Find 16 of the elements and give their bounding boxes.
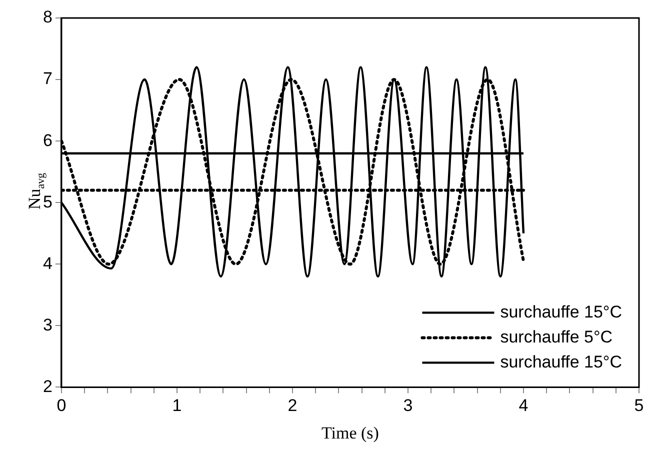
- x-tick-label: 4: [518, 396, 528, 416]
- y-tick-label: 8: [42, 8, 52, 27]
- x-axis-title: Time (s): [321, 423, 379, 442]
- legend-label: surchauffe 15°C: [500, 302, 622, 322]
- x-tick-label: 2: [288, 396, 298, 416]
- y-tick-label: 7: [42, 69, 52, 88]
- x-tick-label: 3: [403, 396, 413, 416]
- y-tick-label: 3: [42, 315, 52, 334]
- x-tick-label: 5: [634, 396, 644, 416]
- legend-label: surchauffe 15°C: [500, 352, 622, 372]
- y-tick-label: 2: [42, 376, 52, 396]
- y-tick-label: 4: [42, 254, 52, 273]
- x-tick-label: 1: [172, 396, 182, 416]
- x-tick-label: 0: [56, 396, 66, 416]
- legend-label: surchauffe 5°C: [500, 327, 613, 346]
- y-tick-label: 6: [42, 130, 52, 150]
